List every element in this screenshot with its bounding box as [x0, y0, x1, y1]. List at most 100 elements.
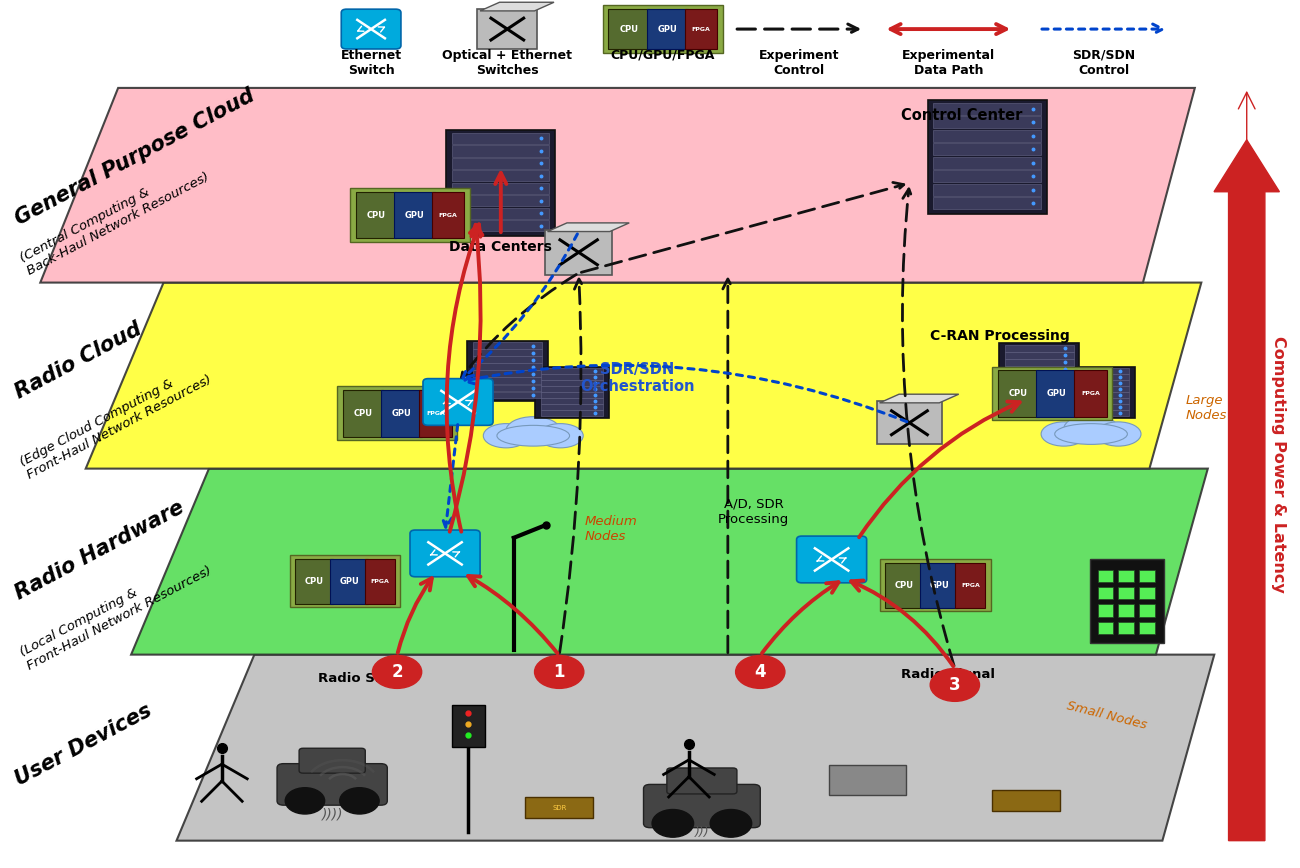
Circle shape [285, 787, 325, 814]
Text: 3: 3 [949, 676, 961, 694]
FancyBboxPatch shape [365, 559, 395, 603]
FancyBboxPatch shape [992, 791, 1060, 812]
Text: Experiment
Control: Experiment Control [759, 49, 840, 77]
FancyBboxPatch shape [473, 378, 542, 385]
FancyBboxPatch shape [880, 560, 991, 611]
FancyBboxPatch shape [432, 192, 464, 239]
Circle shape [653, 810, 694, 838]
FancyBboxPatch shape [1139, 621, 1154, 634]
Text: CPU: CPU [304, 576, 324, 586]
FancyBboxPatch shape [933, 184, 1041, 196]
Text: GPU: GPU [930, 581, 949, 590]
Circle shape [372, 655, 421, 688]
Text: CPU/GPU/FPGA: CPU/GPU/FPGA [611, 49, 715, 62]
FancyBboxPatch shape [541, 368, 603, 374]
FancyBboxPatch shape [1005, 387, 1074, 394]
Text: FPGA: FPGA [426, 411, 445, 416]
FancyBboxPatch shape [933, 143, 1041, 155]
FancyBboxPatch shape [1066, 380, 1128, 386]
FancyBboxPatch shape [545, 230, 612, 275]
Ellipse shape [1063, 415, 1118, 443]
FancyBboxPatch shape [473, 349, 542, 356]
FancyBboxPatch shape [452, 133, 550, 144]
Text: (Edge Cloud Computing &
Front-Haul Network Resources): (Edge Cloud Computing & Front-Haul Netwo… [18, 360, 214, 482]
FancyBboxPatch shape [473, 385, 542, 391]
FancyBboxPatch shape [1005, 366, 1074, 372]
Text: FPGA: FPGA [439, 213, 458, 218]
FancyBboxPatch shape [473, 371, 542, 378]
FancyBboxPatch shape [394, 192, 434, 239]
FancyBboxPatch shape [525, 798, 593, 819]
FancyBboxPatch shape [1118, 621, 1134, 634]
Text: GPU: GPU [339, 576, 359, 586]
Text: SDR/SDN
Orchestration: SDR/SDN Orchestration [580, 362, 694, 394]
Circle shape [710, 810, 751, 838]
Text: CPU: CPU [354, 409, 373, 418]
FancyBboxPatch shape [350, 188, 469, 242]
Polygon shape [40, 88, 1195, 283]
Text: Large
Nodes: Large Nodes [1186, 394, 1227, 422]
FancyBboxPatch shape [998, 343, 1079, 404]
FancyBboxPatch shape [338, 386, 456, 440]
FancyBboxPatch shape [829, 766, 906, 795]
FancyBboxPatch shape [1005, 373, 1074, 380]
Circle shape [534, 655, 584, 688]
Text: 4: 4 [754, 663, 766, 681]
FancyBboxPatch shape [410, 530, 480, 576]
Text: SDR: SDR [552, 805, 567, 811]
FancyBboxPatch shape [541, 380, 603, 386]
FancyBboxPatch shape [419, 390, 451, 437]
FancyBboxPatch shape [330, 559, 368, 603]
Circle shape [931, 668, 979, 701]
FancyBboxPatch shape [1097, 569, 1113, 582]
Text: General Purpose Cloud: General Purpose Cloud [12, 85, 259, 229]
FancyBboxPatch shape [1066, 368, 1128, 374]
Text: A/D, SDR
Processing: A/D, SDR Processing [718, 498, 789, 526]
FancyBboxPatch shape [343, 390, 383, 437]
Text: CPU: CPU [367, 211, 386, 220]
FancyBboxPatch shape [277, 764, 387, 806]
FancyBboxPatch shape [477, 10, 537, 49]
FancyBboxPatch shape [452, 145, 550, 156]
FancyBboxPatch shape [1139, 569, 1154, 582]
FancyBboxPatch shape [667, 768, 737, 794]
FancyBboxPatch shape [541, 410, 603, 416]
Ellipse shape [506, 417, 560, 444]
Polygon shape [86, 283, 1201, 469]
FancyBboxPatch shape [1066, 404, 1128, 410]
Text: GPU: GPU [404, 211, 424, 220]
FancyBboxPatch shape [299, 748, 365, 773]
FancyBboxPatch shape [878, 401, 942, 444]
Polygon shape [480, 3, 554, 11]
FancyBboxPatch shape [933, 102, 1041, 115]
FancyBboxPatch shape [647, 9, 688, 49]
FancyBboxPatch shape [920, 563, 958, 608]
Text: Small Nodes: Small Nodes [1065, 699, 1148, 732]
Polygon shape [547, 223, 629, 232]
FancyBboxPatch shape [933, 116, 1041, 128]
FancyBboxPatch shape [342, 10, 400, 49]
FancyBboxPatch shape [1097, 604, 1113, 616]
Text: 2: 2 [391, 663, 403, 681]
Text: CPU: CPU [894, 581, 914, 590]
FancyBboxPatch shape [1061, 366, 1135, 418]
Ellipse shape [484, 424, 529, 448]
Text: CPU: CPU [1009, 389, 1027, 398]
FancyBboxPatch shape [797, 536, 867, 582]
Text: FPGA: FPGA [1082, 391, 1100, 396]
Text: GPU: GPU [658, 24, 677, 34]
Text: FPGA: FPGA [961, 583, 980, 588]
FancyBboxPatch shape [473, 342, 542, 349]
FancyBboxPatch shape [1118, 604, 1134, 616]
Text: CPU: CPU [619, 24, 638, 34]
FancyBboxPatch shape [933, 197, 1041, 209]
FancyBboxPatch shape [452, 220, 550, 231]
Text: Medium
Nodes: Medium Nodes [585, 516, 638, 543]
FancyBboxPatch shape [452, 207, 550, 219]
Text: SDR/SDN
Control: SDR/SDN Control [1072, 49, 1136, 77]
FancyBboxPatch shape [541, 404, 603, 410]
FancyBboxPatch shape [603, 5, 723, 53]
Text: FPGA: FPGA [370, 579, 390, 583]
FancyBboxPatch shape [1074, 370, 1106, 417]
FancyBboxPatch shape [1139, 604, 1154, 616]
